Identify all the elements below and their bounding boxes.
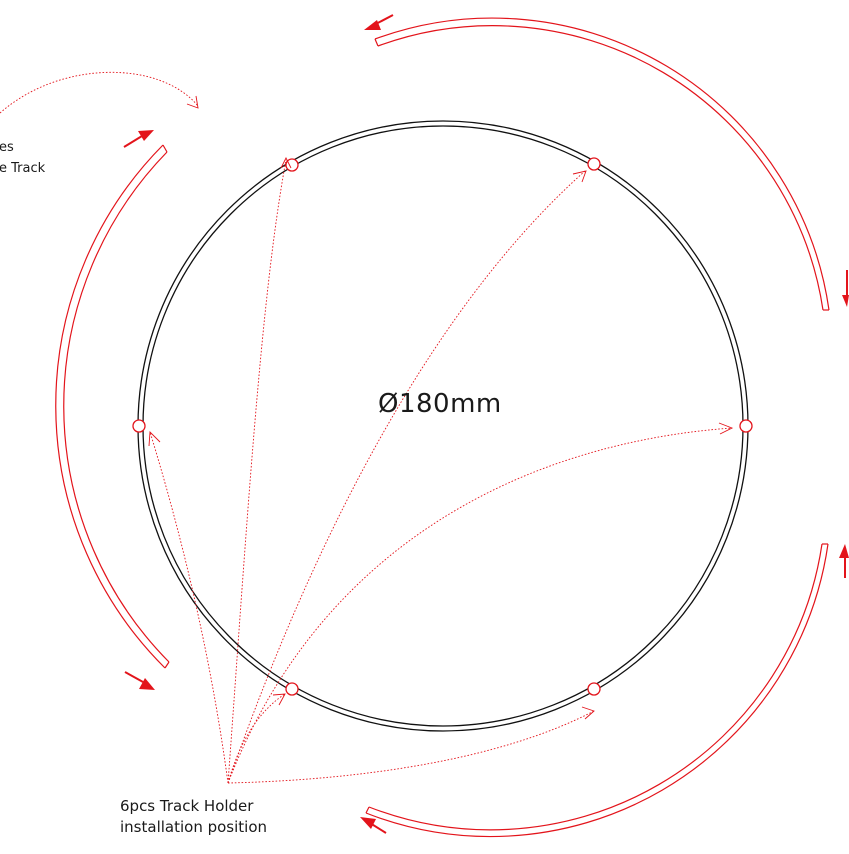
holder-marker-right [739, 419, 753, 433]
ring-inner [142, 125, 744, 727]
track-segment-left-inner [63, 151, 170, 663]
holder-marker-top-right [587, 157, 601, 171]
holder-marker-bottom-left [285, 682, 299, 696]
leader-arrowhead-top-right [572, 170, 587, 183]
leader-arrowhead-bottom-left [272, 693, 286, 706]
track-label-line2: e Track [0, 161, 46, 176]
track-segment-bottom-outer [368, 543, 823, 831]
track-segment-top-cap-left [374, 38, 379, 47]
direction-arrow-top [364, 14, 394, 30]
leader-line-right [227, 427, 733, 784]
ring-outer [137, 120, 749, 732]
holder-marker-bottom-right [587, 682, 601, 696]
track-segment-left-cap-top [162, 144, 168, 153]
leader-arrowhead-top-left [280, 156, 292, 169]
leader-arrowhead-bottom-right [581, 706, 595, 720]
leader-arrowhead-track [186, 95, 199, 109]
holder-marker-top-left [285, 158, 299, 172]
leader-arrowhead-left [148, 430, 161, 447]
holder-marker-left [132, 419, 146, 433]
direction-arrow-top-left [123, 130, 154, 148]
leader-line-top-left [227, 159, 287, 784]
track-segment-bottom-cap-left [365, 806, 370, 814]
holder-label-line1: 6pcs Track Holder [120, 797, 254, 815]
leader-line-bottom-left [227, 693, 286, 784]
diameter-label: Ø180mm [378, 389, 502, 419]
track-segment-left-cap-bottom [164, 661, 170, 669]
leader-line-left [149, 431, 229, 784]
holder-label-line2: installation position [120, 818, 268, 836]
direction-arrow-bottom-left [124, 671, 155, 690]
direction-arrow-right-up [839, 544, 849, 578]
track-segment-bottom-inner [365, 543, 829, 838]
leader-line-top-right [227, 170, 586, 784]
track-segment-top-inner [377, 25, 824, 311]
leader-line-bottom-right [227, 710, 595, 784]
direction-arrow-right-down [842, 270, 849, 307]
track-segment-left-outer [55, 144, 166, 669]
leader-line-track [0, 71, 199, 114]
direction-arrow-bottom [360, 817, 387, 834]
leader-arrowhead-right [718, 422, 734, 435]
track-label-line1: es [0, 140, 14, 155]
track-segment-top-outer [374, 17, 830, 311]
